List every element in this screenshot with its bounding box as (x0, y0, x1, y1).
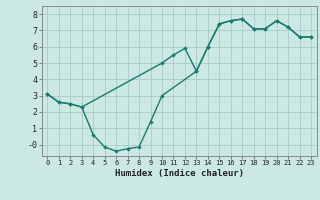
X-axis label: Humidex (Indice chaleur): Humidex (Indice chaleur) (115, 169, 244, 178)
